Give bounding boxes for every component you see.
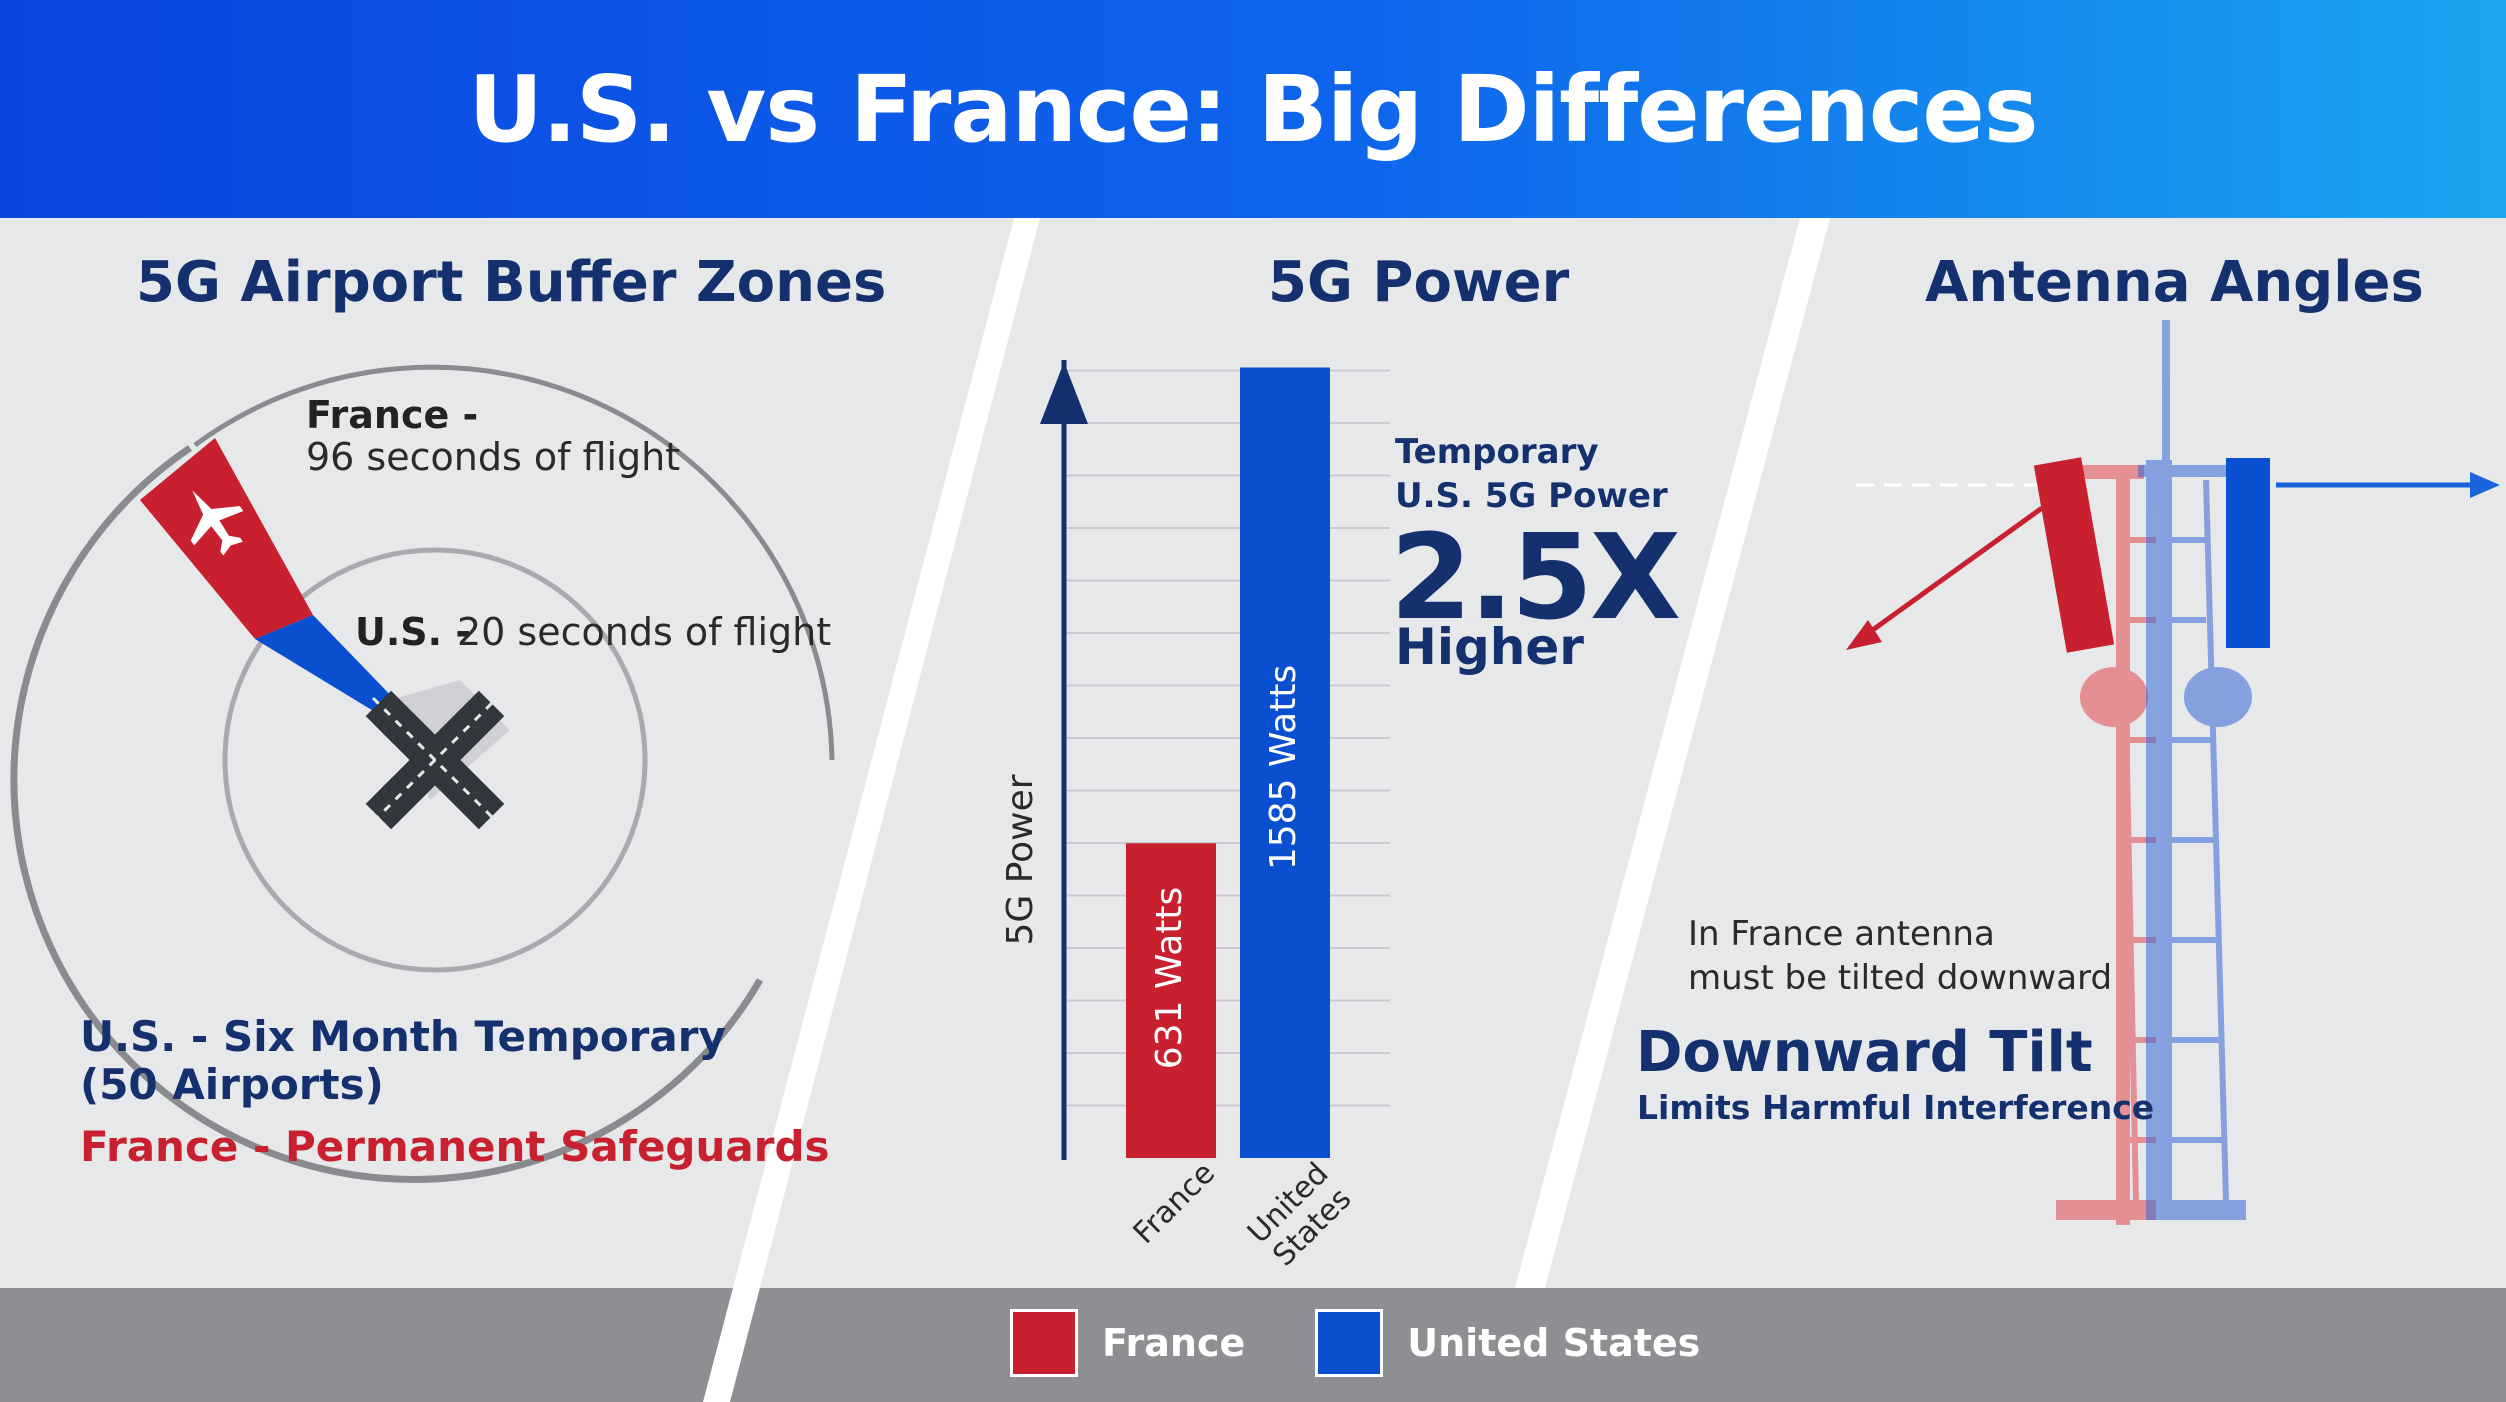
- france-zone-ring: [10, 445, 764, 1183]
- airplane-icon: [190, 490, 244, 556]
- legend-item-france: France: [1010, 1309, 1245, 1377]
- x-tick-label: UnitedStates: [1241, 1156, 1359, 1270]
- footer-bar: [0, 1288, 2506, 1402]
- bar-data-label: 631 Watts: [1149, 887, 1190, 1070]
- bar-france: [1126, 843, 1216, 1158]
- antenna-tower-diagram: [1846, 320, 2500, 1225]
- france-zone-label: France -: [306, 393, 479, 437]
- header-banner: U.S. vs France: Big Differences: [0, 0, 2506, 218]
- bar-united-states: [1240, 367, 1330, 1158]
- downward-tilt-subtext: Limits Harmful Interference: [1637, 1088, 2155, 1127]
- legend-item-united-states: United States: [1315, 1309, 1700, 1377]
- antenna-note-line1: In France antenna: [1688, 914, 1995, 954]
- buffer-zones-title: 5G Airport Buffer Zones: [136, 250, 887, 315]
- legend-label-united-states: United States: [1407, 1321, 1701, 1365]
- x-tick-label: France: [1127, 1156, 1222, 1251]
- chart-legend: France United States: [1010, 1308, 1770, 1378]
- callout-higher: Higher: [1395, 618, 1584, 676]
- downward-tilt-heading: Downward Tilt: [1636, 1020, 2093, 1085]
- france-permanent-note: France - Permanent Safeguards: [80, 1122, 830, 1171]
- us-airports-note: (50 Airports): [80, 1060, 384, 1109]
- us-tower: [2138, 320, 2253, 1220]
- us-zone-label: U.S. -: [355, 610, 472, 654]
- callout-temporary: Temporary: [1395, 432, 1599, 472]
- legend-swatch-united-states: [1315, 1309, 1384, 1377]
- legend-swatch-france: [1010, 1309, 1078, 1377]
- callout-us-power: U.S. 5G Power: [1395, 476, 1668, 516]
- france-beam-arrow: [1846, 620, 1882, 650]
- us-antenna-panel: [2226, 458, 2270, 648]
- france-antenna-panel: [2033, 457, 2115, 653]
- buffer-zone-diagram: [10, 364, 835, 1183]
- france-zone-detail: 96 seconds of flight: [306, 435, 681, 479]
- y-axis-label: 5G Power: [1000, 774, 1041, 945]
- antenna-note-line2: must be tilted downward: [1688, 958, 2113, 998]
- us-beam-arrow: [2470, 472, 2500, 498]
- antenna-angles-title: Antenna Angles: [1925, 250, 2424, 315]
- us-zone-detail: 20 seconds of flight: [457, 610, 832, 654]
- us-temporary-note: U.S. - Six Month Temporary: [80, 1012, 726, 1061]
- runway-icon: [365, 690, 505, 830]
- y-axis-arrow-icon: [1040, 362, 1088, 424]
- callout-multiplier: 2.5X: [1390, 508, 1681, 646]
- power-bar-chart: 631 Watts 1585 Watts 5G Power France United…: [1000, 360, 1390, 1270]
- power-title: 5G Power: [1268, 250, 1570, 315]
- page-title: U.S. vs France: Big Differences: [468, 55, 2038, 163]
- us-sector: [255, 615, 400, 715]
- legend-label-france: France: [1102, 1321, 1246, 1365]
- bar-data-label: 1585 Watts: [1263, 665, 1304, 870]
- us-zone-ring: [222, 547, 648, 973]
